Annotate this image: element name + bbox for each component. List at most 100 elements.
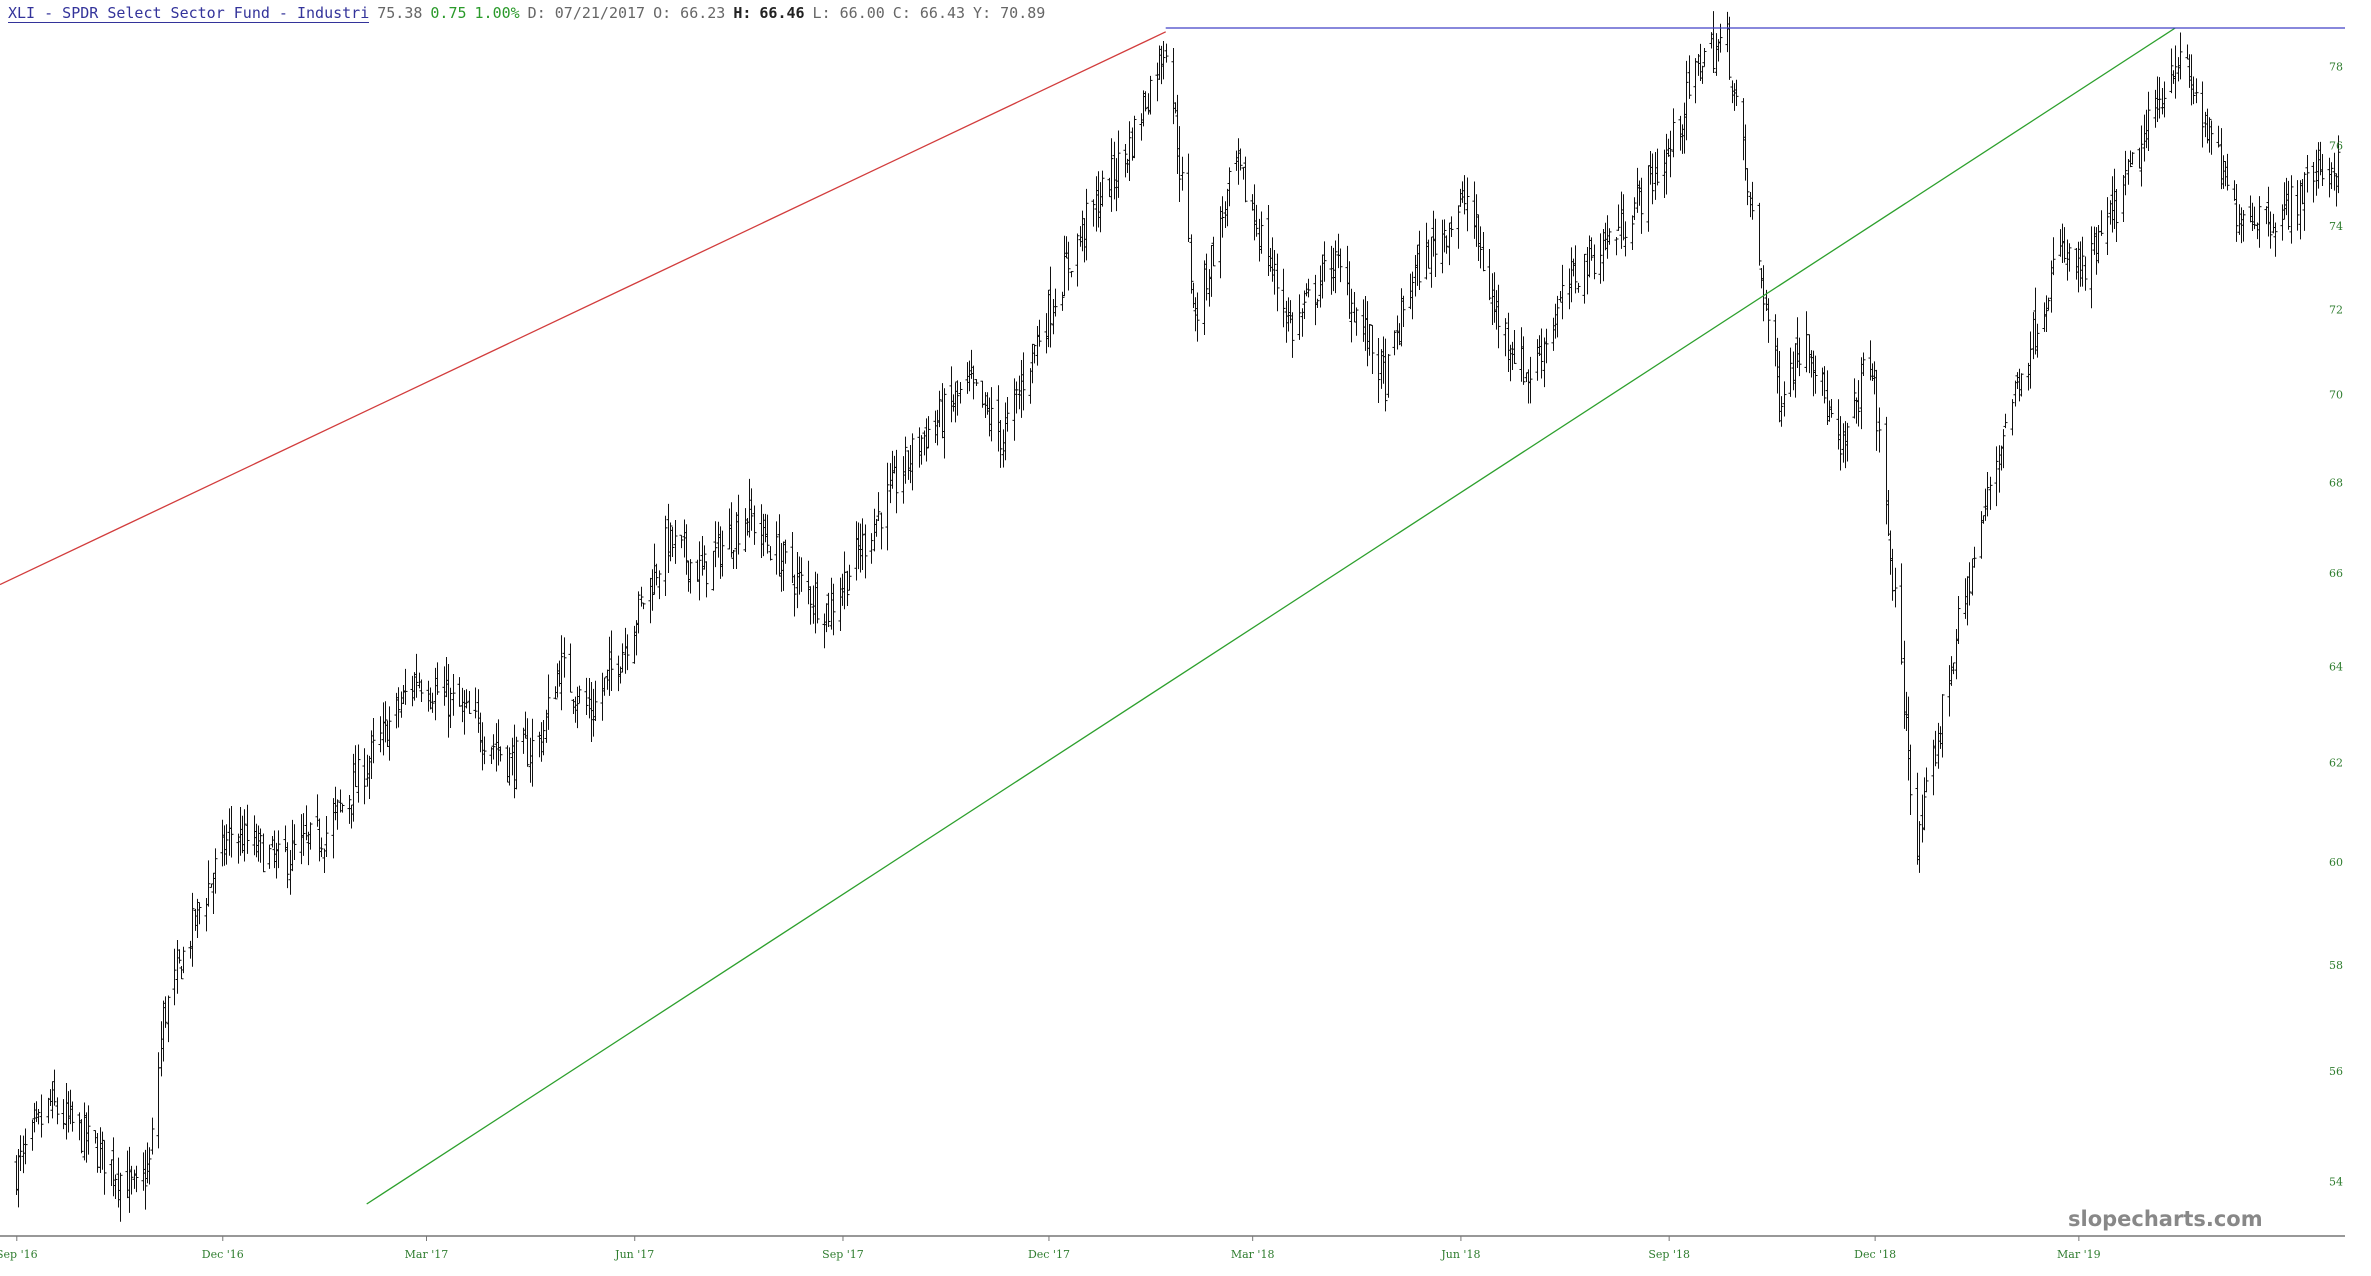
ohlc-bar [838, 577, 843, 632]
ohlc-bar [1193, 297, 1198, 332]
ohlc-bar [428, 687, 433, 710]
x-tick-label: Jun '18 [1440, 1248, 1480, 1261]
ohlc-bar [1589, 237, 1594, 261]
ohlc-bar [636, 591, 641, 634]
ohlc-bar [2205, 108, 2210, 144]
ohlc-bar [1567, 268, 1572, 310]
ohlc-bar [577, 685, 582, 704]
ohlc-bar [1519, 327, 1524, 382]
ohlc-bar [491, 734, 496, 760]
ohlc-bar [385, 720, 390, 747]
ohlc-bar [190, 892, 195, 967]
ohlc-bar [571, 698, 576, 714]
ohlc-bar [1220, 196, 1225, 238]
ohlc-bar [1981, 515, 1986, 524]
ohlc-bar [1535, 339, 1540, 381]
ohlc-bar [188, 940, 193, 959]
trendlines[interactable] [0, 27, 2345, 1205]
ohlc-bar [1994, 446, 1999, 507]
ohlc-bar [2096, 225, 2101, 264]
bar-y-value: Y: 70.89 [973, 4, 1046, 22]
ohlc-bar [2234, 184, 2239, 242]
ohlc-bar [1442, 219, 1447, 253]
ohlc-bar [1225, 188, 1230, 227]
ohlc-bar [261, 833, 266, 873]
ohlc-bar [1598, 233, 1603, 284]
ohlc-bar [100, 1131, 105, 1170]
ohlc-bar [2194, 78, 2199, 104]
ohlc-bar [2146, 91, 2151, 152]
ohlc-bar [2314, 149, 2319, 196]
ohlc-bar [806, 560, 811, 605]
ohlc-bar [1304, 283, 1309, 297]
ohlc-bar [256, 825, 261, 862]
ohlc-bar [1886, 489, 1891, 537]
ohlc-bar [1175, 94, 1180, 175]
ohlc-bar [1551, 317, 1556, 351]
ohlc-bar [1329, 245, 1334, 295]
ohlc-bar [1544, 328, 1549, 364]
ohlc-bar [1116, 130, 1121, 198]
green-trendline[interactable] [366, 27, 2176, 1205]
ohlc-bar [727, 508, 732, 550]
ohlc-bar [2289, 175, 2294, 244]
ohlc-bar [1361, 299, 1366, 342]
ohlc-bar [1376, 337, 1381, 403]
ohlc-bar [30, 1119, 35, 1151]
ohlc-bar [1069, 271, 1074, 278]
ohlc-bar [1336, 233, 1341, 269]
ohlc-bar [2160, 87, 2165, 115]
ohlc-bar [267, 844, 272, 869]
ohlc-bar [686, 560, 691, 592]
ohlc-bar [2010, 399, 2015, 436]
ohlc-bar [1924, 767, 1929, 793]
ohlc-bar [1028, 368, 1033, 404]
ohlc-bar [98, 1127, 103, 1174]
ohlc-bar [245, 804, 250, 854]
ohlc-bar [1637, 180, 1642, 206]
ohlc-bar [2329, 162, 2334, 190]
ohlc-bar [593, 680, 598, 722]
ohlc-bar [482, 736, 487, 765]
ohlc-bar [1521, 336, 1526, 385]
symbol-title-link[interactable]: XLI - SPDR Select Sector Fund - Industri [8, 4, 370, 23]
y-tick-label: 58 [2329, 959, 2343, 972]
ohlc-bar [1155, 62, 1160, 102]
ohlc-bar [2207, 117, 2212, 153]
ohlc-bar [143, 1149, 148, 1210]
ohlc-bar [1890, 548, 1895, 601]
ohlc-bar [1338, 248, 1343, 283]
ohlc-bar [362, 748, 367, 805]
ohlc-bar [1542, 337, 1547, 388]
ohlc-bar [1512, 330, 1517, 364]
ohlc-bar [858, 523, 863, 573]
ohlc-bar [1014, 381, 1019, 414]
ohlc-bar [1236, 138, 1241, 185]
upper-red-trendline[interactable] [0, 31, 1166, 586]
x-tick-label: Mar '17 [405, 1248, 449, 1261]
ohlc-bar [894, 449, 899, 514]
ohlc-bar [620, 643, 625, 673]
ohlc-bar [1322, 241, 1327, 282]
ohlc-bar [1306, 278, 1311, 298]
ohlc-bar [607, 636, 612, 696]
ohlc-bar [435, 662, 440, 695]
ohlc-bar [2046, 297, 2051, 311]
ohlc-bar [2176, 57, 2181, 82]
ohlc-bar [1080, 210, 1085, 252]
ohlc-bar [147, 1147, 152, 1185]
ohlc-bar [338, 789, 343, 813]
ohlc-bar [1614, 237, 1619, 256]
ohlc-bar [510, 737, 515, 776]
ohlc-bar [1320, 254, 1325, 299]
ohlc-bar [1985, 471, 1990, 517]
ohlc-bar [1345, 245, 1350, 296]
bar-close: C: 66.43 [892, 4, 966, 22]
ohlc-bar [1791, 351, 1796, 391]
ohlc-bar [2248, 195, 2253, 223]
ohlc-bar [847, 564, 852, 591]
ohlc-bar [18, 1135, 23, 1171]
ohlc-bar [1189, 234, 1194, 294]
ohlc-bar [1972, 546, 1977, 568]
